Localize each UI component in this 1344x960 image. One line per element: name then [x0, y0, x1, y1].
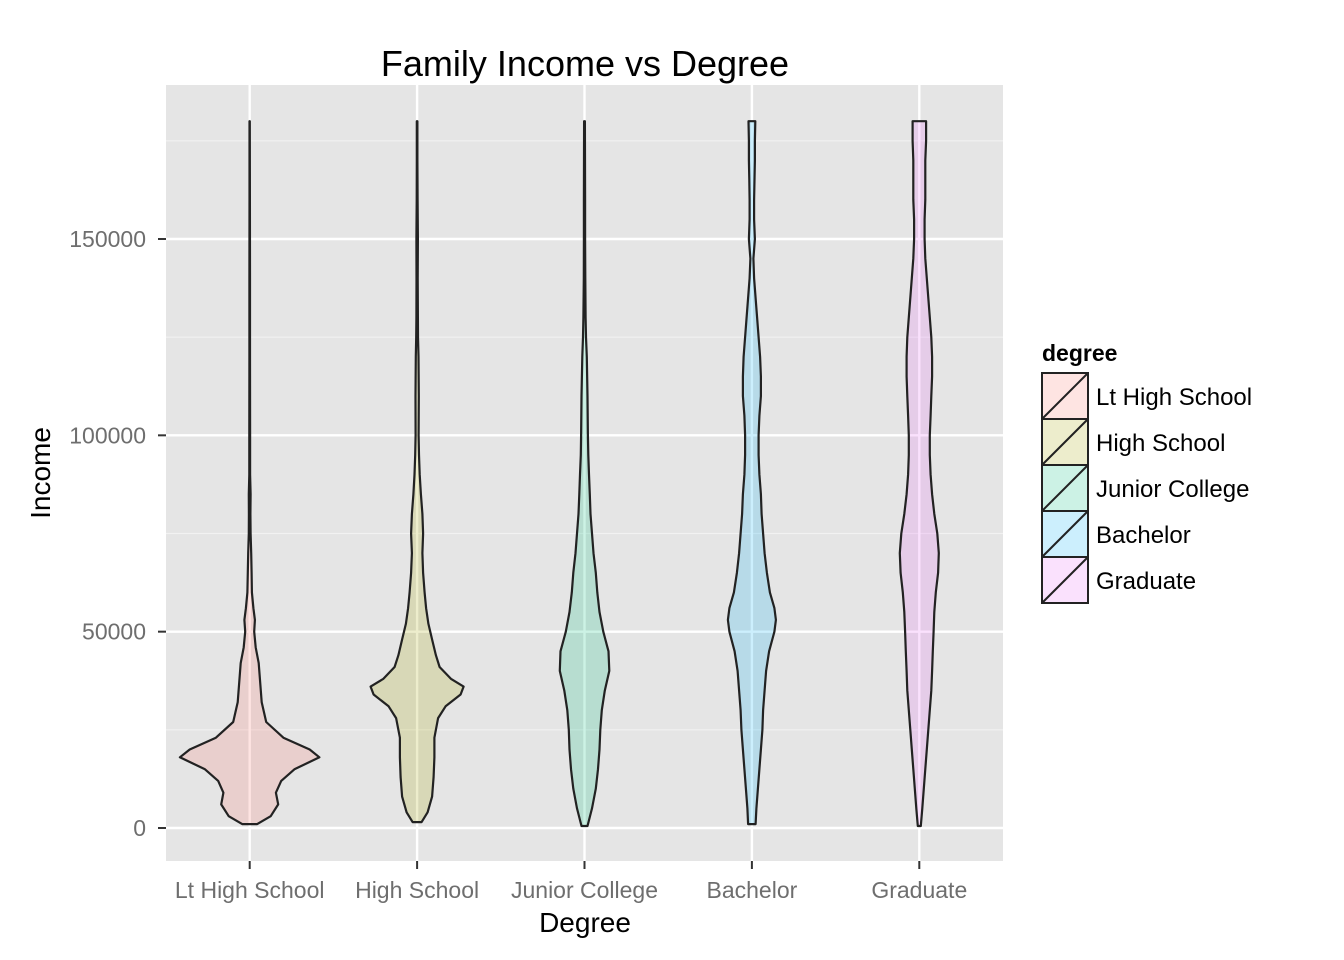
legend-item-junior-college: Junior College — [1041, 464, 1249, 512]
violin-bachelor — [726, 120, 777, 826]
legend: degree Lt High School High School Junior C… — [1041, 340, 1252, 604]
legend-slash — [1041, 418, 1089, 466]
legend-slash — [1041, 556, 1089, 604]
x-tick-label: Junior College — [511, 877, 658, 903]
y-tick-label: 150000 — [69, 226, 146, 252]
x-axis-ticks: Lt High School High School Junior College B… — [175, 861, 967, 903]
legend-label: Bachelor — [1096, 522, 1191, 549]
y-axis-ticks: 0 50000 100000 150000 — [69, 226, 166, 841]
x-tick-label: Bachelor — [707, 877, 798, 903]
legend-item-graduate: Graduate — [1041, 556, 1196, 604]
violin-lt-high-school — [178, 120, 321, 826]
legend-slash — [1041, 464, 1089, 512]
legend-label: Graduate — [1096, 568, 1196, 595]
x-tick-label: Graduate — [871, 877, 967, 903]
violin-graduate — [898, 120, 940, 828]
legend-item-bachelor: Bachelor — [1041, 510, 1191, 558]
x-tick-label: Lt High School — [175, 877, 325, 903]
x-axis-title: Degree — [539, 907, 631, 938]
y-axis-title: Income — [25, 427, 56, 519]
legend-label: High School — [1096, 430, 1225, 457]
violin-junior-college — [558, 120, 611, 828]
y-tick-label: 50000 — [82, 619, 146, 645]
legend-item-lt-high-school: Lt High School — [1041, 372, 1252, 420]
legend-title: degree — [1042, 340, 1117, 366]
violins — [178, 120, 940, 828]
x-tick-label: High School — [355, 877, 479, 903]
legend-slash — [1041, 510, 1089, 558]
legend-item-high-school: High School — [1041, 418, 1225, 466]
legend-label: Lt High School — [1096, 384, 1252, 411]
chart-title: Family Income vs Degree — [381, 43, 789, 84]
violin-high-school — [369, 120, 465, 824]
y-tick-label: 0 — [133, 815, 146, 841]
legend-label: Junior College — [1096, 476, 1249, 503]
y-tick-label: 100000 — [69, 422, 146, 448]
legend-slash — [1041, 372, 1089, 420]
